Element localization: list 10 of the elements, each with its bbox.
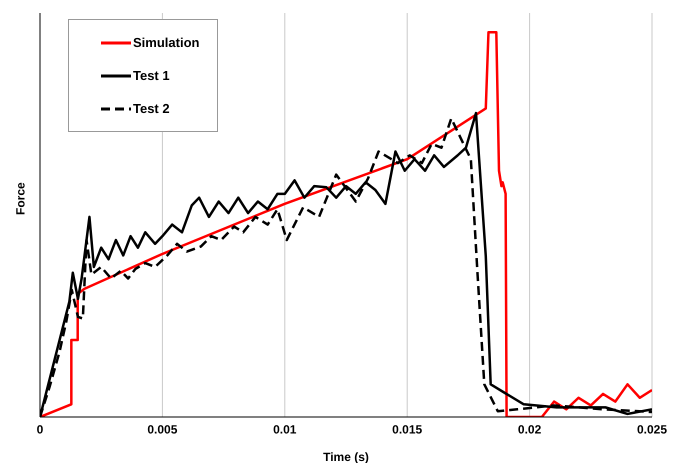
x-tick-label: 0.025	[636, 422, 668, 437]
legend-label: Test 2	[133, 101, 170, 116]
x-tick-label: 0.005	[147, 422, 178, 437]
x-tick-label: 0.01	[273, 422, 297, 437]
x-tick-label: 0	[36, 422, 44, 437]
y-axis-title: Force	[13, 182, 28, 215]
legend-label: Simulation	[133, 35, 200, 50]
legend-label: Test 1	[133, 68, 170, 83]
x-tick-label: 0.02	[518, 422, 542, 437]
x-tick-label: 0.015	[392, 422, 423, 437]
